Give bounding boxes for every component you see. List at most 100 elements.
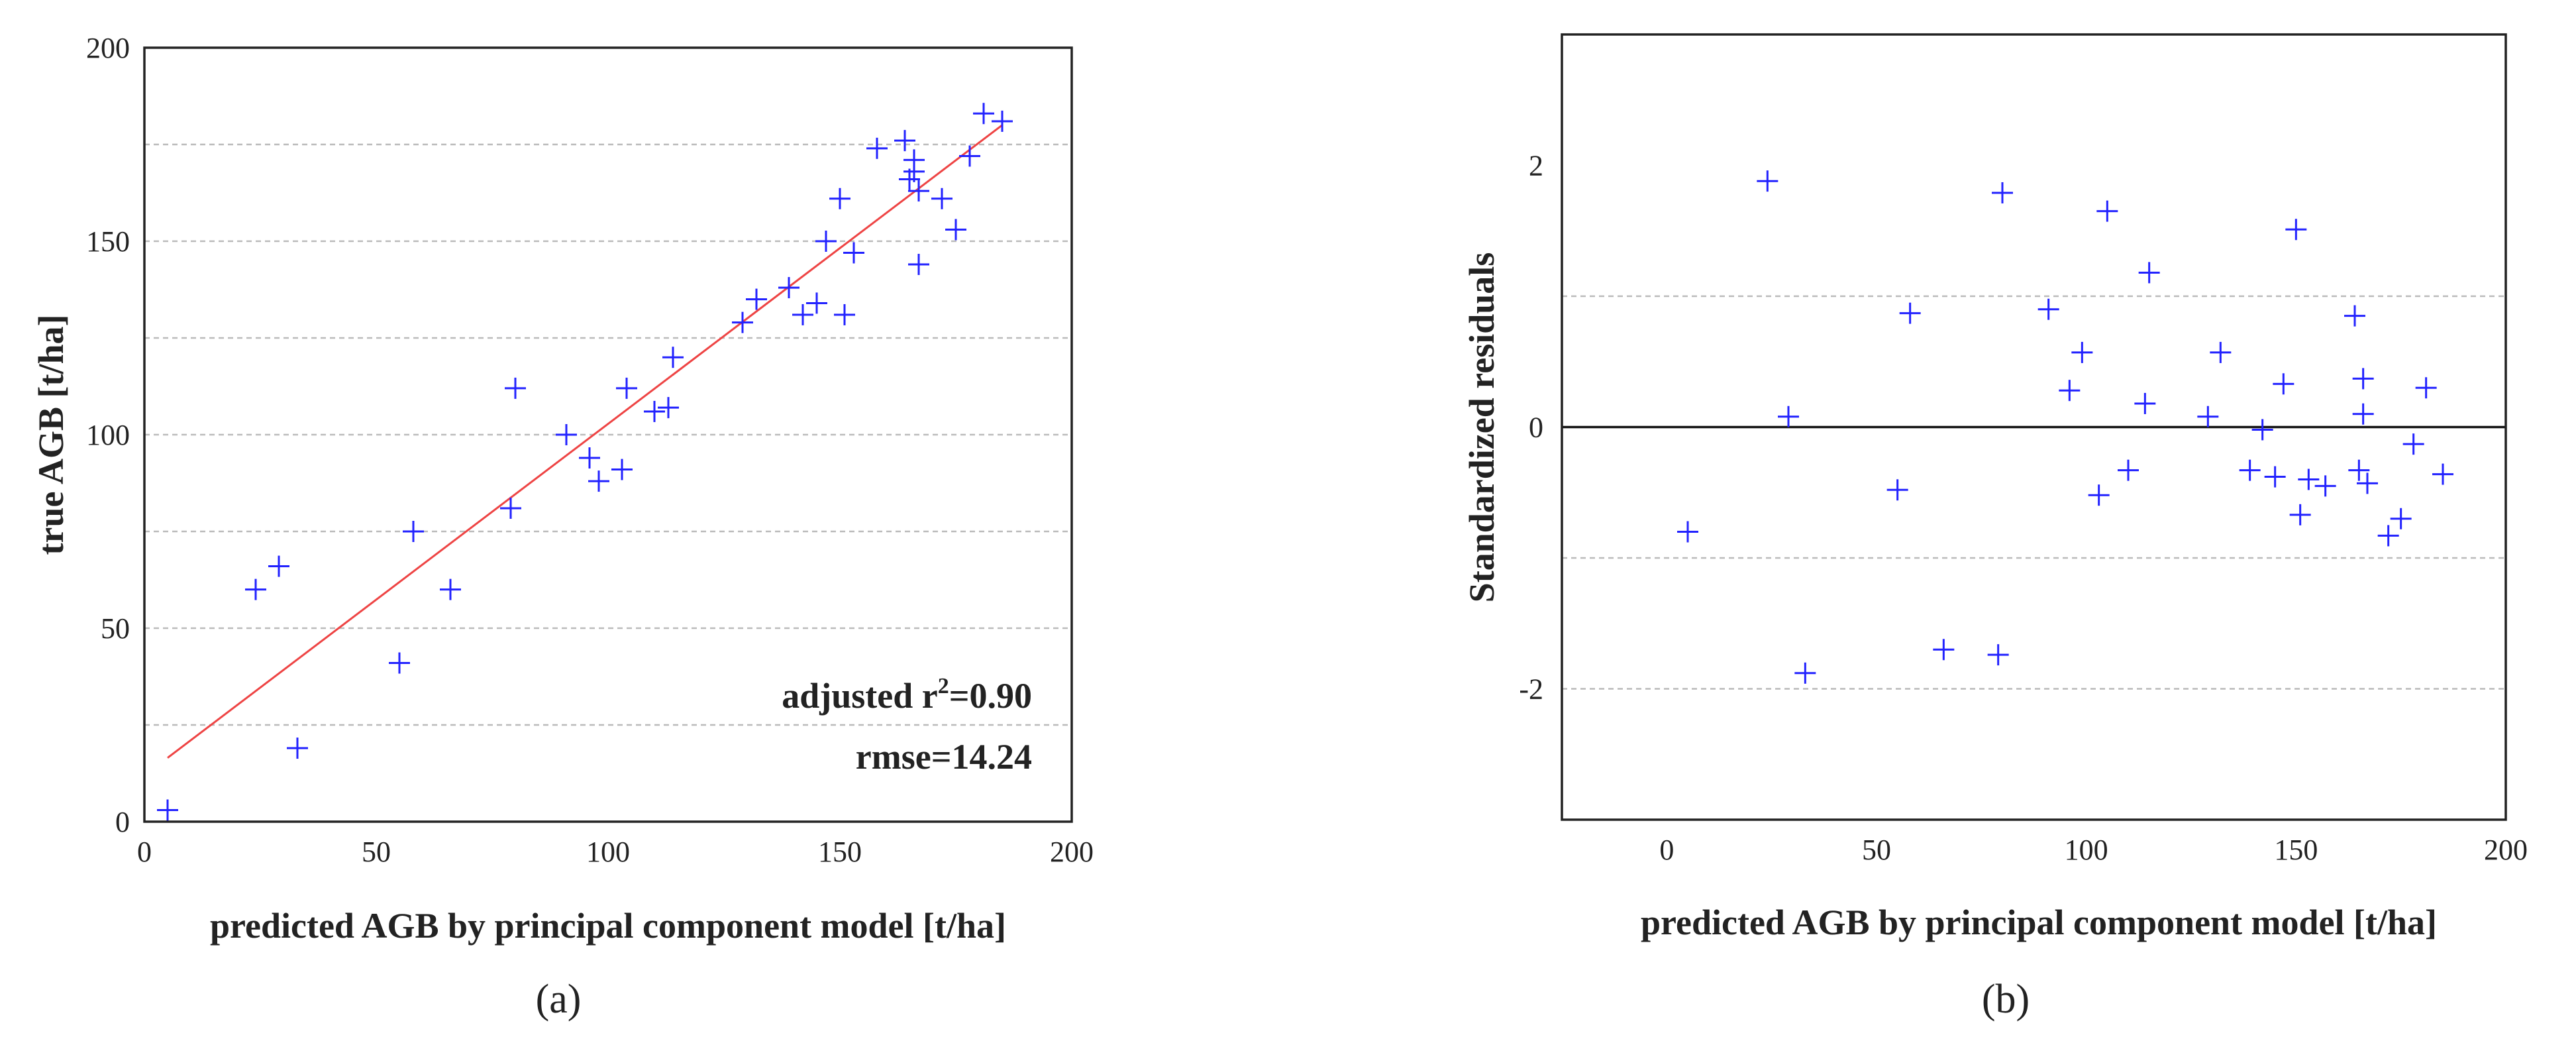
panel-a-data-point — [644, 400, 665, 422]
panel-b-x-tick: 200 — [2484, 834, 2528, 866]
panel-b-data-point — [1933, 639, 1955, 661]
panel-b-label: (b) — [1982, 977, 2030, 1022]
panel-a-data-point — [931, 188, 953, 209]
panel-b-data-point — [2037, 298, 2059, 320]
panel-b-x-tick: 50 — [1862, 834, 1891, 866]
panel-b-data-point — [2357, 472, 2378, 494]
panel-a-regression-line — [167, 124, 1003, 759]
panel-b-y-tick: 2 — [1529, 150, 1543, 182]
panel-b-data-point — [2348, 459, 2370, 481]
panel-a-data-point — [505, 377, 526, 399]
panel-a-y-axis-label: true AGB [t/ha] — [31, 315, 71, 555]
panel-b-data-point — [2352, 368, 2374, 390]
panel-b-data-point — [2432, 463, 2453, 485]
panel-b-data-point — [2377, 525, 2399, 547]
panel-b-data-point — [2344, 305, 2365, 327]
panel-b-x-tick: 100 — [2065, 834, 2108, 866]
panel-a-label: (a) — [536, 977, 582, 1022]
panel-a-y-tick: 200 — [86, 32, 130, 64]
panel-a-y-tick: 150 — [86, 225, 130, 258]
panel-b-data-point — [2285, 219, 2307, 241]
panel-b-y-tick: -2 — [1519, 673, 1543, 706]
panel-b-data-point — [2352, 403, 2374, 425]
panel-b-x-axis-label: predicted AGB by principal component mod… — [1641, 903, 2437, 942]
panel-a-data-point — [616, 377, 637, 399]
panel-a-data-point — [403, 521, 424, 542]
panel-b-data-point — [2314, 475, 2336, 497]
panel-b-data-point — [2264, 466, 2286, 488]
panel-b-x-tick: 0 — [1659, 834, 1674, 866]
panel-a-x-tick: 100 — [586, 836, 630, 868]
panel-a-x-tick-labels: 0 50 100 150 200 — [137, 836, 1094, 868]
panel-a: 0 50 100 150 200 0 50 100 150 200 adjusted r2=0.… — [31, 32, 1094, 1022]
panel-a-data-point — [440, 578, 461, 600]
panel-a-data-point — [866, 137, 888, 159]
panel-a-data-point — [959, 145, 980, 167]
panel-a-data-point — [829, 188, 850, 209]
panel-a-x-tick: 50 — [362, 836, 391, 868]
panel-b-gridlines — [1562, 295, 2506, 690]
panel-b-x-tick: 150 — [2274, 834, 2318, 866]
panel-b-data-point — [2071, 341, 2093, 363]
panel-b-data-point — [2088, 484, 2110, 506]
panel-a-y-tick: 100 — [86, 419, 130, 451]
panel-a-data-point — [806, 292, 827, 314]
panel-b-data-point — [1992, 182, 2013, 203]
panel-a-data-point — [611, 459, 633, 480]
panel-a-x-tick: 0 — [137, 836, 152, 868]
panel-a-data-point — [815, 231, 837, 252]
panel-a-x-tick: 200 — [1050, 836, 1094, 868]
panel-b-data-point — [1757, 170, 1778, 192]
panel-b-data-point — [1778, 406, 1799, 427]
panel-b-plot-frame — [1561, 33, 2507, 821]
panel-a-y-tick: 50 — [101, 612, 130, 645]
panel-a-y-tick-labels: 0 50 100 150 200 — [86, 32, 130, 838]
panel-a-data-point — [245, 578, 266, 600]
panel-a-data-point — [746, 288, 767, 310]
panel-b-data-point — [2390, 508, 2412, 529]
panel-a-data-point — [268, 555, 289, 577]
panel-b-x-tick-labels: 0 50 100 150 200 — [1659, 834, 2528, 866]
panel-a-data-point — [903, 149, 925, 171]
panel-a-data-point — [157, 799, 178, 821]
panel-a-data-point — [834, 303, 855, 325]
panel-a-data-point — [556, 424, 577, 445]
panel-b-data-point — [2298, 468, 2320, 490]
r2-prefix: adjusted r — [782, 676, 938, 716]
panel-b-data-point — [1987, 644, 2009, 666]
panel-a-data-point — [579, 447, 600, 469]
panel-b-y-tick-labels: -2 0 2 — [1519, 150, 1543, 706]
panel-a-data-point — [389, 652, 410, 674]
panel-b-data-point — [2059, 380, 2081, 402]
panel-a-data-point — [945, 219, 966, 241]
panel-a-x-tick: 150 — [818, 836, 862, 868]
panel-b-data-point — [2138, 262, 2160, 284]
panel-b-data-point — [2134, 392, 2156, 414]
panel-b-data-point — [2402, 433, 2424, 455]
panel-a-data-point — [894, 130, 915, 152]
panel-b-data-point — [1677, 521, 1698, 543]
panel-a-y-tick: 0 — [115, 806, 130, 838]
panel-b-data-point — [2197, 406, 2219, 427]
panel-a-data-point — [588, 470, 609, 492]
panel-b-data-point — [2273, 373, 2294, 395]
panel-a-r2-annotation: adjusted r2=0.90 — [782, 674, 1032, 716]
panel-a-data-point — [843, 242, 864, 264]
panel-a-data-point — [908, 180, 929, 202]
panel-a-data-point — [287, 738, 308, 759]
panel-b-data-points — [1677, 170, 2453, 684]
panel-a-data-point — [662, 347, 684, 368]
panel-a-data-point — [908, 254, 929, 276]
panel-b-data-point — [2289, 504, 2311, 525]
panel-b-data-point — [2096, 200, 2118, 222]
r2-value: =0.90 — [949, 676, 1032, 716]
panel-b-y-tick: 0 — [1529, 412, 1543, 444]
panel-a-data-point — [732, 311, 753, 333]
panel-a-data-point — [992, 110, 1013, 132]
panel-a-data-points — [157, 103, 1013, 821]
panel-a-rmse-annotation: rmse=14.24 — [856, 737, 1032, 777]
panel-b-data-point — [2415, 377, 2437, 399]
panel-a-gridlines — [144, 143, 1072, 726]
panel-a-plot-frame — [143, 46, 1073, 823]
